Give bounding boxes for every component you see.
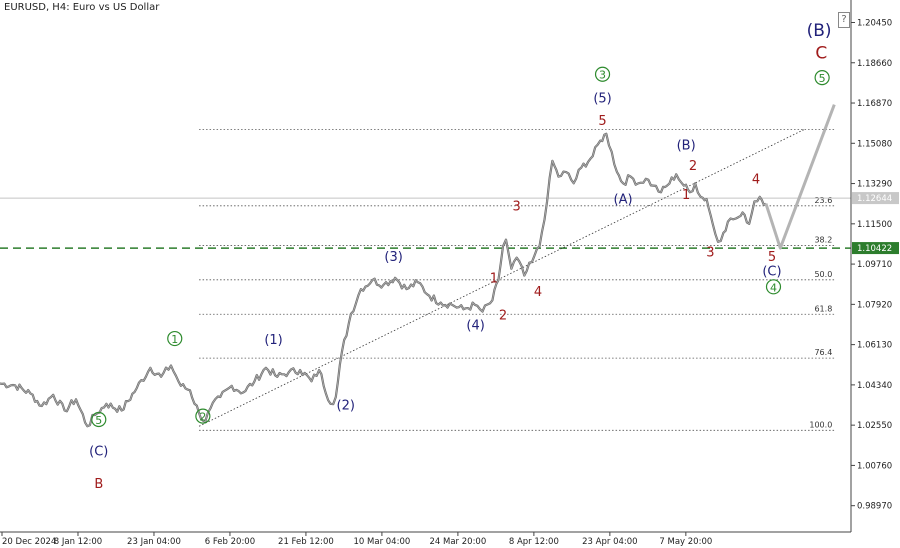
y-tick-label-2: 1.16870 [857,99,892,109]
x-tick-label-4: 21 Feb 12:00 [278,537,334,547]
y-tick-label-1: 1.18660 [857,59,892,69]
wave-label-23: (C) [762,265,781,280]
y-tick-label-11: 1.00760 [857,461,892,471]
wave-circle-4 [195,408,211,424]
wave-label-18: 2 [689,159,697,174]
x-tick-label-5: 10 Mar 04:00 [354,537,411,547]
wave-label-15: 5 [598,114,606,129]
y-tick-label-3: 1.15080 [857,139,892,149]
fib-label-4: 76.4 [814,348,832,357]
wave-label-22: 5 [768,250,776,265]
wave-label-3: 1 [171,333,178,346]
y-tick-label-8: 1.06130 [857,341,892,351]
wave-label-26: C [815,43,827,63]
wave-label-14: (5) [593,91,611,106]
price-line-highlight [0,133,767,427]
wave-circle-0 [91,411,107,428]
x-tick-label-7: 8 Apr 12:00 [509,537,559,547]
y-tick-label-6: 1.09710 [857,260,892,270]
wave-label-17: (B) [677,139,696,154]
wave-label-7: (3) [384,250,402,265]
fib-label-3: 61.8 [814,304,832,313]
current-price-box [852,192,899,205]
wave-circle-3 [167,330,183,347]
wave-circle-13 [594,66,611,82]
projection-path-line [764,104,836,250]
x-tick-label-1: 8 Jan 12:00 [54,537,102,547]
wave-label-11: 3 [513,199,521,214]
wave-label-1: (C) [89,445,108,460]
wave-circle-24 [765,279,782,295]
x-tick-label-8: 23 Apr 04:00 [582,537,637,547]
wave-label-24: 4 [770,281,777,294]
support-price-label: 1.10422 [857,244,892,254]
y-tick-label-10: 1.02550 [857,421,892,431]
x-tick-label-9: 7 May 20:00 [659,537,712,547]
y-tick-label-9: 1.04340 [857,381,892,391]
wave-label-27: 5 [819,72,826,85]
y-tick-label-0: 1.20450 [857,18,892,28]
y-tick-label-5: 1.11500 [857,220,892,230]
wave-label-10: 2 [499,308,507,323]
projection-path [764,104,836,250]
wave-label-0: 5 [95,414,102,427]
support-price-box [852,242,899,255]
wave-label-13: 3 [599,69,606,82]
x-tick-label-2: 23 Jan 04:00 [127,537,181,547]
wave-label-9: 1 [490,271,498,286]
chart-title: EURUSD, H4: Euro vs US Dollar [4,2,160,13]
y-tick-label-4: 1.13290 [857,180,892,190]
trend-line [198,128,806,427]
y-tick-label-7: 1.07920 [857,300,892,310]
y-tick-label-12: 0.98970 [857,502,892,512]
wave-label-6: (2) [337,398,355,413]
wave-label-21: 3 [706,245,714,260]
wave-label-16: (A) [614,193,633,208]
help-icon[interactable]: ? [838,12,850,28]
fib-label-5: 100.0 [809,420,832,429]
wave-label-4: 2 [199,411,206,424]
x-tick-label-6: 24 Mar 20:00 [430,537,487,547]
wave-label-2: B [94,477,103,492]
price-series [0,132,767,428]
current-price-label: 1.12644 [857,194,892,204]
x-tick-label-0: 20 Dec 2024 [2,537,56,547]
fib-label-1: 38.2 [814,235,832,244]
wave-label-19: 1 [682,188,690,203]
fib-label-0: 23.6 [814,196,832,205]
wave-circle-27 [814,70,830,86]
support-line [0,197,851,249]
wave-label-8: (4) [466,319,484,334]
wave-label-12: 4 [534,285,542,300]
wave-label-20: 4 [752,172,760,187]
fibonacci-levels: 23.6 38.2 50.0 61.8 76.4 100.0 [199,128,835,431]
x-tick-label-3: 6 Feb 20:00 [205,537,255,547]
wave-label-5: (1) [264,333,282,348]
fib-label-2: 50.0 [814,270,832,279]
trendline [198,128,806,427]
wave-label-25: (B) [807,21,832,41]
